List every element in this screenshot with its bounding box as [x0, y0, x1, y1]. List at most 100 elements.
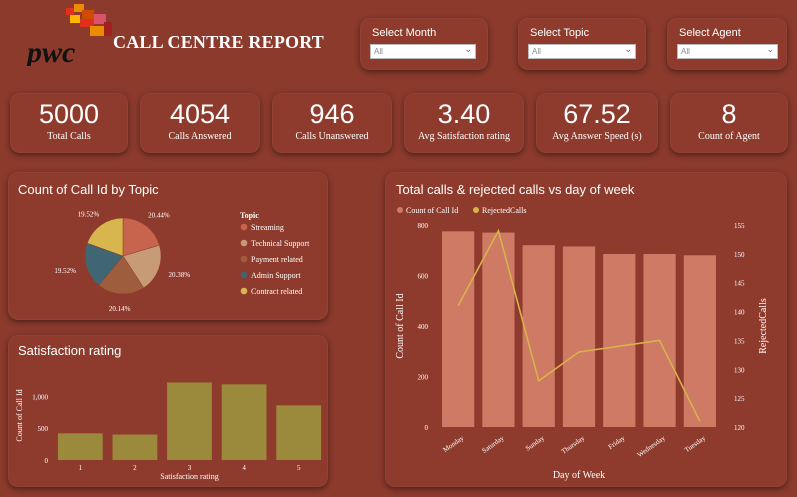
month-slicer[interactable]: Select Month All ⌄: [360, 18, 488, 70]
calls-bar: [442, 231, 475, 427]
y-axis-title: Count of Call Id: [15, 389, 24, 441]
x-axis-title: Satisfaction rating: [160, 472, 218, 481]
y-axis-title: Count of Call Id: [395, 293, 406, 358]
topic-slicer[interactable]: Select Topic All ⌄: [518, 18, 646, 70]
agent-slicer-label: Select Agent: [679, 27, 741, 39]
kpi-calls-unanswered: 946 Calls Unanswered: [272, 93, 392, 153]
kpi-value: 8: [721, 99, 737, 129]
chevron-down-icon: ⌄: [766, 44, 774, 54]
y-tick-label: 200: [418, 374, 429, 382]
y2-axis-title: RejectedCalls: [758, 298, 769, 354]
day-combo-chart: Count of Call Id RejectedCalls 0 200 400 600 8…: [395, 206, 769, 481]
pwc-logo: pwc: [22, 4, 112, 69]
x-tick-label: Sunday: [524, 434, 546, 453]
pie-slice: [84, 242, 124, 286]
calls-bar: [603, 254, 636, 427]
pie-slice: [86, 217, 124, 257]
kpi-label: Total Calls: [47, 131, 91, 142]
kpi-value: 4054: [169, 99, 231, 129]
legend-swatch: [240, 255, 248, 263]
kpi-value: 946: [309, 99, 355, 129]
legend-label: Payment related: [251, 255, 303, 264]
legend-label: Admin Support: [251, 271, 301, 280]
chevron-down-icon: ⌄: [624, 44, 632, 54]
legend-label: Technical Support: [251, 239, 310, 248]
pie-slice: [122, 217, 160, 257]
y-tick-label: 500: [38, 425, 49, 433]
calls-bar: [522, 245, 555, 427]
kpi-label: Count of Agent: [698, 131, 760, 142]
y-tick-label: 0: [45, 457, 49, 465]
agent-dropdown[interactable]: All ⌄: [677, 44, 778, 59]
pie-legend-title: Topic: [240, 211, 259, 220]
rating-bar: [112, 434, 158, 460]
kpi-agent-count: 8 Count of Agent: [670, 93, 788, 153]
rejected-calls-line: [457, 228, 701, 422]
calls-bar: [683, 255, 716, 427]
legend-swatch: [473, 207, 479, 213]
topic-dropdown-value: All: [532, 47, 541, 56]
kpi-avg-answer-speed: 67.52 Avg Answer Speed (s): [536, 93, 658, 153]
topic-dropdown[interactable]: All ⌄: [528, 44, 636, 59]
y2-tick-label: 120: [734, 424, 745, 432]
kpi-calls-answered: 4054 Calls Answered: [140, 93, 260, 153]
pie-slice: [98, 255, 145, 295]
x-tick-label: Tuesday: [683, 434, 707, 454]
kpi-value: 5000: [38, 99, 100, 129]
pie-slice: [122, 244, 162, 289]
pie-data-label: 19.52%: [78, 210, 100, 218]
rating-bar: [57, 433, 103, 460]
y2-tick-label: 140: [734, 309, 745, 317]
x-tick-label: 3: [188, 464, 192, 472]
x-tick-label: 1: [79, 464, 83, 472]
y2-tick-label: 125: [734, 395, 745, 403]
x-tick-label: Friday: [607, 434, 627, 451]
y-tick-label: 0: [425, 424, 429, 432]
month-dropdown[interactable]: All ⌄: [370, 44, 476, 59]
x-tick-label: 2: [133, 464, 137, 472]
x-tick-label: 4: [242, 464, 246, 472]
topic-pie-panel: [8, 172, 328, 320]
pie-data-label: 20.14%: [109, 305, 131, 313]
kpi-value: 3.40: [437, 99, 491, 129]
kpi-value: 67.52: [563, 99, 631, 129]
x-tick-label: Monday: [442, 434, 466, 454]
x-tick-label: Saturday: [481, 434, 506, 455]
rating-bar: [276, 405, 322, 460]
y-tick-label: 1,000: [32, 393, 48, 401]
calls-bar: [562, 246, 596, 427]
kpi-label: Calls Answered: [168, 131, 232, 142]
y-tick-label: 800: [418, 222, 429, 230]
agent-dropdown-value: All: [681, 47, 690, 56]
y2-tick-label: 155: [734, 222, 745, 230]
y2-tick-label: 150: [734, 251, 745, 259]
topic-pie-chart: 20.44% 20.38% 20.14% 19.52% 19.52% Topic Str…: [54, 210, 310, 313]
y2-tick-label: 130: [734, 366, 745, 374]
y2-tick-label: 145: [734, 280, 745, 288]
kpi-avg-satisfaction: 3.40 Avg Satisfaction rating: [404, 93, 524, 153]
legend-label: Count of Call Id: [406, 206, 458, 215]
x-axis-title: Day of Week: [553, 470, 605, 481]
legend-swatch: [240, 239, 248, 247]
x-tick-label: Thursday: [560, 434, 587, 456]
legend-swatch: [397, 207, 403, 213]
agent-slicer[interactable]: Select Agent All ⌄: [667, 18, 787, 70]
pie-data-label: 20.38%: [168, 271, 190, 279]
legend-label: RejectedCalls: [482, 206, 526, 215]
kpi-total-calls: 5000 Total Calls: [10, 93, 128, 153]
month-dropdown-value: All: [374, 47, 383, 56]
legend-swatch: [240, 223, 248, 231]
legend-label: Contract related: [251, 287, 302, 296]
x-tick-label: 5: [297, 464, 301, 472]
x-tick-label: Wednesday: [636, 434, 667, 459]
report-title: CALL CENTRE REPORT: [113, 32, 325, 52]
topic-slicer-label: Select Topic: [530, 27, 590, 39]
rating-bar-chart: 0 500 1,000 1 2 3 4 5 Satisfaction rating Count o…: [15, 382, 322, 481]
pie-panel-title: Count of Call Id by Topic: [18, 182, 159, 197]
y-tick-label: 600: [418, 273, 429, 281]
rating-bar: [221, 384, 267, 460]
pie-data-label: 19.52%: [54, 267, 76, 275]
y2-tick-label: 135: [734, 337, 745, 345]
legend-label: Streaming: [251, 223, 284, 232]
chevron-down-icon: ⌄: [464, 44, 472, 54]
